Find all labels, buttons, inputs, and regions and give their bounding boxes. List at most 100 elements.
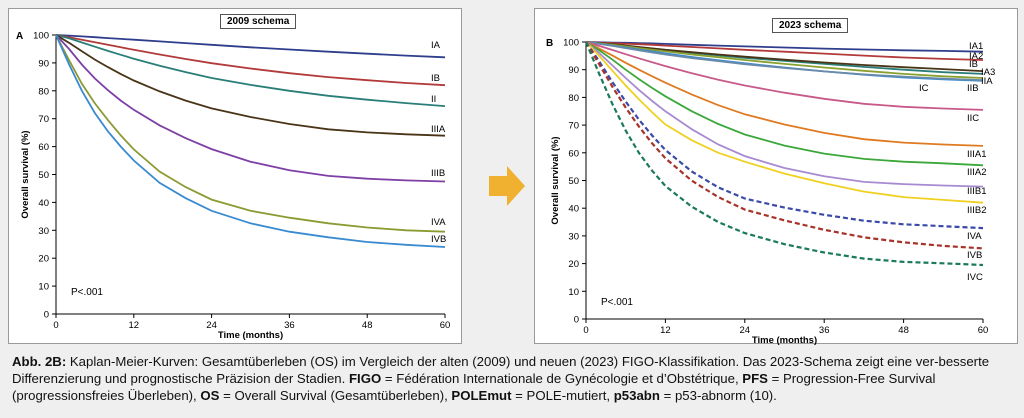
y-tick-label: 10 [38, 282, 49, 293]
km-chart-2023: 0 10 20 30 40 50 60 70 80 90 100 0 12 24 36 48 60 Time (m… [546, 38, 995, 347]
series-label-iib: IIB [967, 83, 979, 94]
y-axis-title: Overall survival (%) [550, 136, 561, 224]
series-line-iic [585, 41, 984, 111]
series-label-ia1: IA1 [969, 41, 983, 52]
series-label-ib: IB [969, 59, 978, 70]
series-label-iiia2: IIIA2 [967, 167, 987, 178]
y-tick-label: 100 [33, 31, 49, 42]
x-tick-label: 12 [660, 325, 671, 336]
caption-text: = Fédération Internationale de Gynécolog… [381, 371, 743, 386]
abbr-p53abn: p53abn [613, 388, 660, 403]
x-tick-label: 24 [206, 320, 217, 331]
y-tick-label: 70 [38, 114, 49, 125]
series-line-iva [55, 34, 446, 233]
x-tick-label: 0 [53, 320, 58, 331]
series-label-ib: IB [431, 73, 440, 84]
caption-text: = Overall Survival (Gesamtüberleben), [219, 388, 452, 403]
x-tick-label: 36 [819, 325, 830, 336]
series-line-iiib1 [585, 41, 984, 188]
series-line-ic [585, 41, 984, 82]
x-tick-label: 48 [362, 320, 373, 331]
y-tick-label: 70 [568, 121, 579, 132]
figure-caption: Abb. 2B: Kaplan-Meier-Kurven: Gesamtüber… [12, 353, 1018, 404]
y-axis-title: Overall survival (%) [20, 130, 31, 218]
x-axis-title: Time (months) [752, 335, 817, 346]
series-line-iia [585, 41, 984, 79]
series-label-iiib: IIIB [431, 168, 445, 179]
abbr-polemut: POLEmut [451, 388, 512, 403]
km-panel-2023: 2023 schema 0 10 20 30 40 50 60 70 80 90 100 0 12 24 3… [534, 8, 1018, 347]
y-tick-label: 10 [568, 287, 579, 298]
right-arrow-icon [489, 166, 525, 206]
y-tick-label: 60 [38, 142, 49, 153]
abbr-figo: FIGO [348, 371, 382, 386]
series-label-ia2: IA2 [969, 51, 983, 62]
km-chart-2009: 0 10 20 30 40 50 60 70 80 90 100 0 12 24 36 48 60 Time (m… [16, 31, 451, 342]
series-label-iiib1: IIIB1 [967, 186, 987, 197]
panel-letter: A [16, 31, 23, 42]
series-line-ia2 [585, 41, 984, 61]
series-line-ib [55, 34, 446, 87]
series-label-iic: IIC [967, 113, 979, 124]
series-label-ivb: IVB [431, 234, 446, 245]
series-line-ia [55, 34, 446, 59]
y-tick-label: 40 [38, 198, 49, 209]
x-tick-label: 36 [284, 320, 295, 331]
abbr-pfs: PFS [742, 371, 768, 386]
y-tick-label: 40 [568, 204, 579, 215]
series-label-ivb: IVB [967, 250, 982, 261]
caption-text: = Progression-Free Survival (progression… [12, 371, 936, 403]
series-label-iva: IVA [967, 231, 982, 242]
p-value-annotation: P<.001 [71, 287, 103, 298]
series-label-iiib2: IIIB2 [967, 205, 987, 216]
series-label-ii: II [431, 94, 436, 105]
series-line-ivb [585, 41, 984, 250]
series-line-ii [55, 34, 446, 107]
x-axis-title: Time (months) [218, 330, 283, 341]
x-tick-label: 24 [740, 325, 751, 336]
chart-title: 2023 schema [772, 18, 849, 33]
abbr-os: OS [200, 388, 220, 403]
y-tick-label: 0 [574, 315, 579, 326]
y-tick-label: 50 [38, 170, 49, 181]
caption-text: Kaplan-Meier-Kurven: Gesamtüberleben (OS… [12, 354, 990, 386]
y-tick-label: 100 [563, 38, 579, 49]
x-tick-label: 48 [898, 325, 909, 336]
x-tick-label: 12 [129, 320, 140, 331]
x-tick-label: 0 [583, 325, 588, 336]
chart-title: 2009 schema [220, 14, 297, 29]
series-label-ia3: IA3 [981, 67, 995, 78]
y-tick-label: 60 [568, 148, 579, 159]
arrow-shape [489, 166, 525, 206]
y-tick-label: 80 [38, 86, 49, 97]
series-label-ivc: IVC [967, 272, 983, 283]
series-line-iiib [55, 34, 446, 183]
series-label-ic: IC [919, 83, 929, 94]
y-tick-label: 30 [568, 231, 579, 242]
p-value-annotation: P<.001 [601, 297, 633, 308]
y-tick-label: 90 [568, 65, 579, 76]
panel-letter: B [546, 38, 553, 49]
series-label-ia: IA [431, 40, 441, 51]
series-line-ivc [584, 41, 984, 267]
y-tick-label: 90 [38, 58, 49, 69]
series-line-iiia2 [585, 41, 984, 167]
km-panel-2009: 2009 schema 0 10 20 30 40 50 60 70 80 90 100 0 12 24 3… [8, 8, 462, 344]
series-label-iva: IVA [431, 217, 446, 228]
caption-label: Abb. 2B: [12, 354, 67, 369]
x-tick-label: 60 [440, 320, 451, 331]
series-line-iiia [55, 34, 446, 137]
series-label-iia: IIA [981, 76, 993, 87]
series-line-iiib2 [585, 41, 984, 204]
series-line-ivb [55, 34, 446, 248]
series-label-iiia1: IIIA1 [967, 149, 987, 160]
x-tick-label: 60 [978, 325, 989, 336]
caption-text: = POLE-mutiert, [511, 388, 614, 403]
y-tick-label: 30 [38, 226, 49, 237]
y-tick-label: 20 [38, 254, 49, 265]
y-tick-label: 50 [568, 176, 579, 187]
y-tick-label: 20 [568, 259, 579, 270]
y-tick-label: 0 [44, 310, 49, 321]
series-line-iva [585, 41, 984, 230]
series-line-iiia1 [585, 41, 984, 147]
